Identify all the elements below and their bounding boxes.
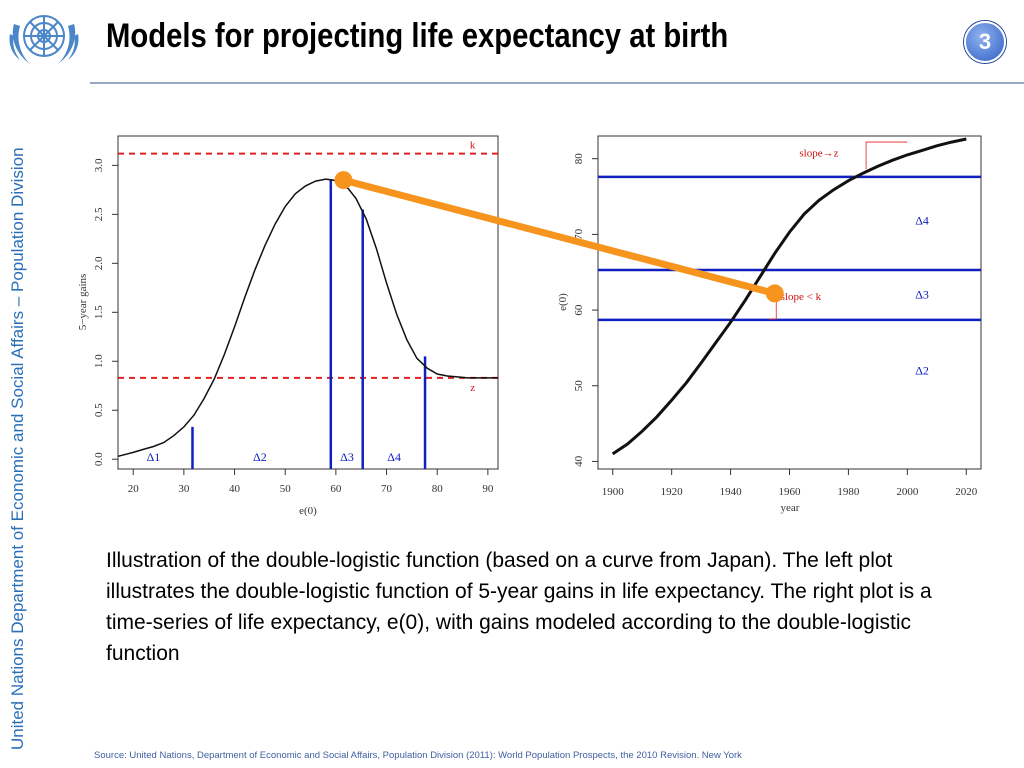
delta-label: Δ4	[915, 214, 929, 228]
left-y-axis-label: 5−year gains	[77, 274, 89, 331]
left-x-tick-label: 20	[128, 483, 140, 495]
delta-label: Δ2	[915, 363, 929, 377]
right-y-tick-label: 60	[573, 304, 585, 316]
right-x-tick-label: 1940	[720, 486, 743, 498]
slide-caption: Illustration of the double-logistic func…	[106, 549, 932, 665]
left-y-ticks: 0.0 0.5 1.0 1.5 2.0 2.5 3.0	[93, 158, 118, 466]
delta-label: Δ1	[147, 450, 161, 464]
left-y-tick-label: 3.0	[93, 158, 105, 172]
left-y-tick-label: 1.5	[93, 305, 105, 319]
left-x-tick-label: 40	[229, 483, 241, 495]
slope-annotations: slope→z slope < k	[768, 141, 908, 320]
right-y-axis-label: e(0)	[557, 293, 569, 311]
left-y-tick-label: 2.5	[93, 207, 105, 221]
right-delta-lines	[598, 175, 981, 322]
left-x-axis-label: e(0)	[299, 505, 317, 517]
z-line-label: z	[470, 382, 475, 394]
left-y-tick-label: 0.5	[93, 403, 105, 417]
slope-less-than-k-annotation: slope < k	[781, 291, 822, 303]
left-x-ticks: 20 30 40 50 60 70 80 90	[128, 469, 494, 495]
right-delta-labels: Δ4 Δ3 Δ2	[915, 214, 929, 378]
right-y-tick-label: 50	[573, 380, 585, 392]
delta-label: Δ3	[340, 450, 354, 464]
right-x-tick-label: 1900	[602, 486, 625, 498]
left-y-tick-label: 2.0	[93, 256, 105, 270]
delta-label: Δ4	[387, 450, 401, 464]
left-x-tick-label: 70	[381, 483, 393, 495]
right-y-tick-label: 70	[573, 228, 585, 240]
right-x-tick-label: 2000	[896, 486, 919, 498]
slope-to-z-bracket	[865, 141, 908, 170]
left-delta-boundaries	[191, 179, 427, 469]
left-y-tick-label: 0.0	[93, 452, 105, 466]
slide-title: Models for projecting life expectancy at…	[106, 17, 729, 55]
left-plot-frame	[117, 135, 499, 470]
un-emblem-icon	[9, 15, 79, 64]
k-line-label: k	[470, 140, 476, 152]
right-x-tick-label: 1960	[779, 486, 802, 498]
connector-line	[339, 176, 779, 297]
right-x-tick-label: 2020	[955, 486, 978, 498]
right-x-tick-label: 1920	[661, 486, 684, 498]
right-y-tick-label: 80	[573, 153, 585, 165]
left-delta-labels: Δ1 Δ2 Δ3 Δ4	[147, 450, 401, 464]
right-x-tick-label: 1980	[837, 486, 860, 498]
left-gains-plot: 20 30 40 50 60 70 80 90 0.0 0.5 1.0 1.5 2.0 2.5 3.0 e…	[77, 135, 499, 517]
right-x-ticks: 1900 1920 1940 1960 1980 2000 2020	[602, 469, 978, 498]
right-y-tick-label: 40	[573, 455, 585, 467]
gains-curve	[117, 178, 498, 458]
right-timeseries-plot: 1900 1920 1940 1960 1980 2000 2020 4050607080 …	[557, 135, 982, 514]
left-y-tick-label: 1.0	[93, 354, 105, 368]
life-expectancy-curve	[611, 137, 967, 456]
title-divider	[90, 82, 1024, 84]
right-highlight-point	[765, 284, 784, 303]
left-highlight-point	[334, 171, 353, 190]
slide-number-badge: 3	[964, 21, 1006, 63]
right-x-axis-label: year	[781, 502, 800, 514]
left-x-tick-label: 80	[432, 483, 444, 495]
right-y-ticks: 40 50 60 70 80	[573, 153, 598, 467]
left-x-tick-label: 60	[330, 483, 342, 495]
left-x-tick-label: 50	[280, 483, 292, 495]
delta-label: Δ2	[253, 450, 267, 464]
delta-label: Δ3	[915, 288, 929, 302]
left-x-tick-label: 90	[482, 483, 494, 495]
source-note: Source: United Nations, Department of Ec…	[94, 750, 742, 761]
charts-area: 20 30 40 50 60 70 80 90 0.0 0.5 1.0 1.5 2.0 2.5 3.0 e…	[77, 135, 982, 517]
left-x-tick-label: 30	[178, 483, 190, 495]
slope-to-z-annotation: slope→z	[799, 147, 838, 159]
